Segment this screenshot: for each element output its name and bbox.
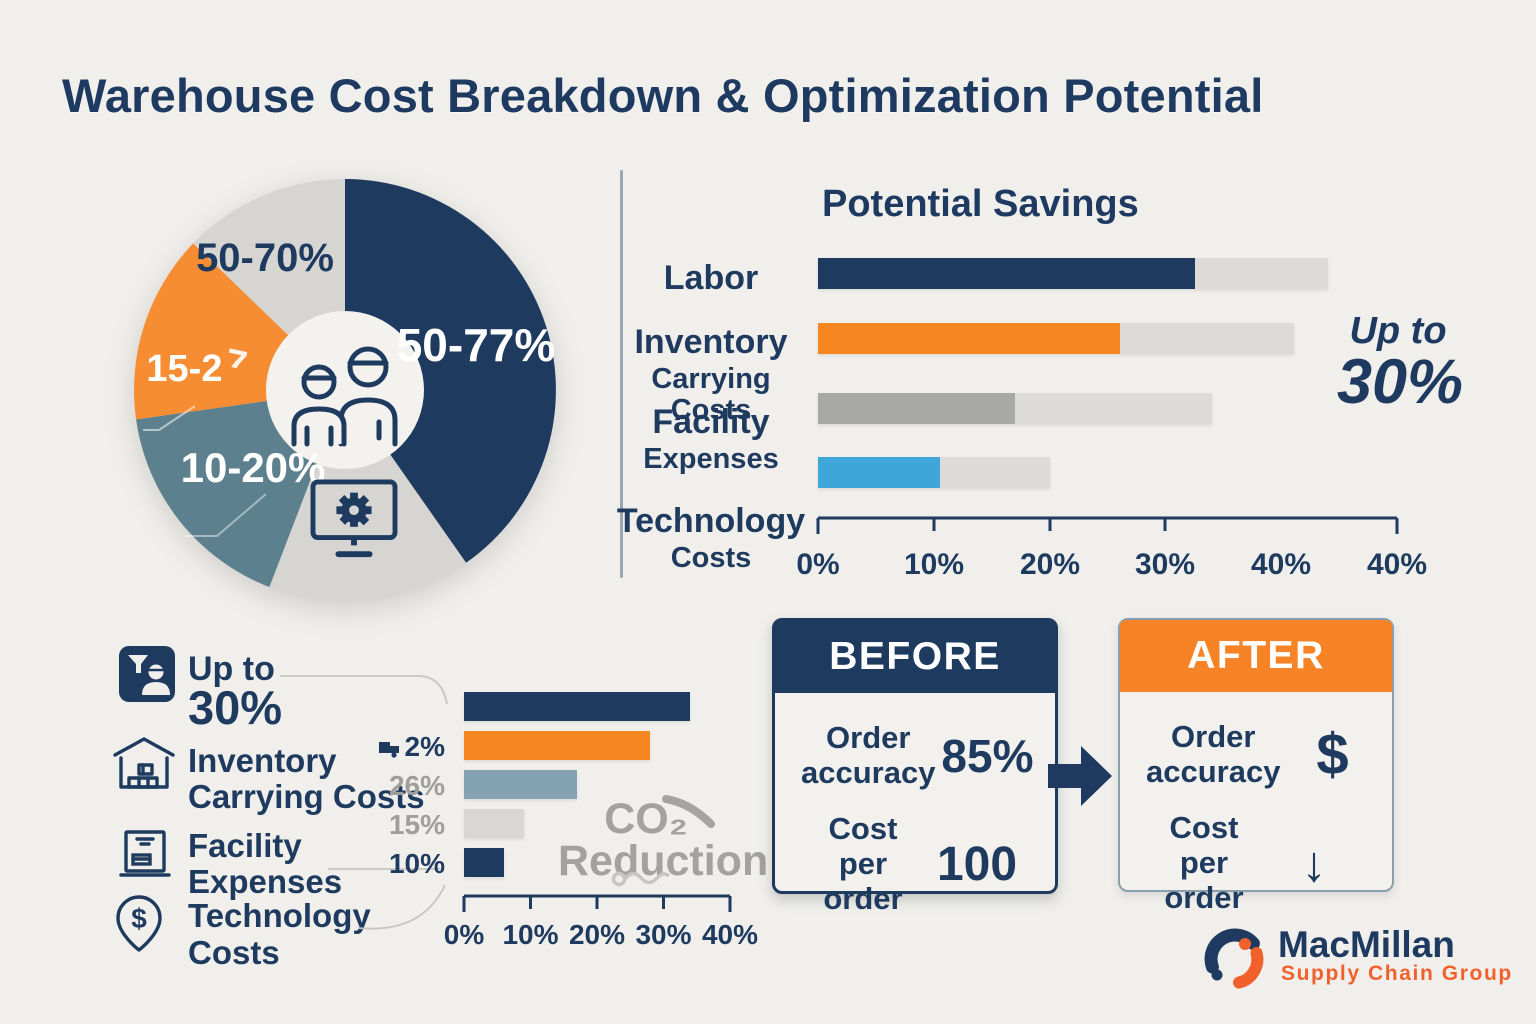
metric-label: Cost per order xyxy=(823,811,903,916)
axis-tick-label: 20% xyxy=(1020,548,1080,581)
mini-bar-value: 15% xyxy=(388,809,445,840)
savings-bar-track-1 xyxy=(818,323,1294,354)
savings-category-label-1: Inventory Carrying Costs xyxy=(634,323,788,426)
warehouse-icon xyxy=(112,735,176,798)
metric-label: Cost per order xyxy=(1164,810,1244,915)
metric-label: Order accuracy xyxy=(1146,719,1281,789)
macmillan-logo-icon xyxy=(1204,928,1264,989)
savings-bars xyxy=(818,0,1403,540)
savings-category-label-3: Technology Costs xyxy=(616,502,806,575)
savings-category-labels: Labor Inventory Carrying Costs Facility Expe… xyxy=(612,0,810,620)
co2-swoosh-decoration xyxy=(662,795,715,828)
cost-reduction-bar-0 xyxy=(464,692,690,721)
two-workers-icon xyxy=(291,346,398,447)
before-after-arrow xyxy=(1048,746,1112,806)
legend-item-0-line-1: 30% xyxy=(188,681,283,734)
metric-label: Order accuracy xyxy=(801,720,936,790)
axis-tick-label: 20% xyxy=(569,919,625,950)
savings-category-label-0: Labor xyxy=(663,259,759,297)
savings-bar-fill-2 xyxy=(818,393,1015,424)
cost-reduction-bar-3 xyxy=(464,809,524,838)
savings-bar-track-3 xyxy=(818,457,1050,488)
donut-slice-1 xyxy=(269,390,466,601)
savings-x-axis: 0% 10% 20% 30% 40% 40% xyxy=(796,516,1427,581)
axis-tick-label: 10% xyxy=(502,919,558,950)
savings-bar-track-0 xyxy=(818,258,1328,289)
savings-annotation-line2: 30% xyxy=(1336,347,1464,417)
cost-reduction-bars xyxy=(464,0,734,900)
truck-glyph-artifact xyxy=(378,742,399,758)
axis-tick-label: 40% xyxy=(1251,548,1311,581)
savings-bar-fill-1 xyxy=(818,323,1120,354)
savings-chart-title: Potential Savings xyxy=(822,183,1139,225)
axis-tick-label: 40% xyxy=(1367,548,1427,581)
cost-reduction-bar-1 xyxy=(464,731,650,760)
after-row-cost-per-order: Cost per order ↓ xyxy=(1120,810,1392,915)
mini-bar-value: 2% xyxy=(330,732,445,761)
section-divider xyxy=(620,170,623,578)
before-card-header: BEFORE xyxy=(775,621,1055,693)
page-title: Warehouse Cost Breakdown & Optimization … xyxy=(62,69,1264,122)
axis-tick-label: 30% xyxy=(1135,548,1195,581)
donut-label-orange: 15-27 xyxy=(146,341,251,390)
savings-bar-fill-0 xyxy=(818,258,1195,289)
after-card-header: AFTER xyxy=(1120,620,1392,692)
facility-box-icon xyxy=(117,825,173,884)
savings-bar-fill-3 xyxy=(818,457,940,488)
monitor-gear-icon xyxy=(310,479,398,558)
legend-item-2-line-0: Facility xyxy=(188,827,302,864)
cost-reduction-bar-4 xyxy=(464,848,504,877)
before-row-cost-per-order: Cost per order 100 xyxy=(775,812,1055,916)
cost-reduction-x-axis: 0% 10% 20% 30% 40% xyxy=(444,894,758,950)
dollar-icon: $ xyxy=(1316,722,1349,788)
callout-line xyxy=(143,405,196,431)
before-card: BEFORE Order accuracy 85% Cost per order… xyxy=(772,618,1058,916)
axis-tick-label: 0% xyxy=(796,548,839,581)
connector-lines xyxy=(280,675,448,930)
down-arrow-icon: ↓ xyxy=(1301,835,1327,892)
donut-slice-0 xyxy=(345,179,556,563)
metric-value: 85% xyxy=(941,729,1034,782)
mini-bar-value: 26% xyxy=(388,770,445,801)
savings-annotation-line1: Up to xyxy=(1349,310,1447,352)
donut-label-topgray: 50-70% xyxy=(196,236,334,280)
legend-item-3-line-1: Costs xyxy=(188,934,280,971)
cost-reduction-bar-2 xyxy=(464,770,577,799)
legend-item-1-line-0: Inventory xyxy=(188,742,337,779)
before-row-order-accuracy: Order accuracy 85% xyxy=(775,720,1055,790)
squiggle-decoration xyxy=(611,871,671,887)
savings-bar-track-2 xyxy=(818,393,1212,424)
axis-tick-label: 40% xyxy=(702,919,758,950)
savings-category-label-2: Facility Expenses xyxy=(643,403,779,476)
callout-line xyxy=(185,493,267,537)
donut-label-teal: 10-20% xyxy=(180,444,326,491)
legend-item-1-line-1: Carrying Costs xyxy=(188,778,425,815)
axis-tick-label: 30% xyxy=(635,919,691,950)
donut-label-labor: 50-77% xyxy=(396,319,556,371)
svg-text:$: $ xyxy=(131,903,147,934)
axis-tick-label: 0% xyxy=(444,919,485,950)
logo-name: MacMillan xyxy=(1278,924,1455,965)
legend-item-0-line-0: Up to xyxy=(188,650,275,688)
glitch-glyph: 7 xyxy=(221,341,251,387)
worker-badge-icon xyxy=(118,645,176,708)
metric-value: 100 xyxy=(936,838,1018,892)
co2-watermark-line2: Reduction xyxy=(558,837,769,885)
dollar-pin-icon: $ xyxy=(111,893,167,960)
axis-tick-label: 10% xyxy=(904,548,964,581)
after-card: AFTER Order accuracy $ Cost per order ↓ xyxy=(1118,618,1394,915)
legend-item-2-line-1: Expenses xyxy=(188,863,343,900)
after-row-order-accuracy: Order accuracy $ xyxy=(1120,719,1392,789)
legend-item-3-line-0: Technology xyxy=(188,897,371,934)
logo-tagline: Supply Chain Group xyxy=(1281,962,1513,985)
mini-bar-value: 10% xyxy=(388,848,445,879)
